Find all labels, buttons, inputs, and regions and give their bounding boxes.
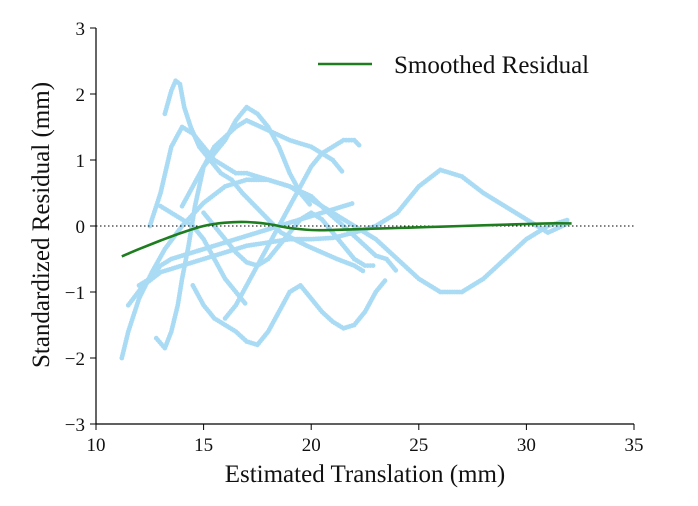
scatter-point (564, 217, 570, 223)
x-tick-label: 15 (194, 435, 213, 456)
y-tick-label: 3 (76, 19, 86, 40)
x-tick-label: 35 (625, 435, 644, 456)
y-tick-label: −2 (65, 349, 85, 370)
scatter-point (349, 201, 355, 206)
scatter-point (242, 300, 248, 306)
scatter-points-group (119, 78, 570, 361)
scatter-point (356, 142, 362, 148)
x-axis-title: Estimated Translation (mm) (225, 461, 506, 488)
scatter-point (360, 268, 366, 274)
y-axis-ticks: 3 2 1 0 −1 −2 −3 (65, 19, 96, 436)
scatter-point (370, 263, 376, 268)
y-tick-label: −3 (65, 415, 85, 436)
y-tick-label: 2 (76, 85, 86, 106)
legend-label-smoothed-residual: Smoothed Residual (394, 52, 589, 79)
scatter-point (307, 201, 313, 207)
smoothed-residual-line (121, 220, 572, 258)
y-tick-label: 0 (76, 217, 86, 238)
x-axis-ticks: 10 15 20 25 30 35 (87, 424, 644, 456)
y-tick-label: −1 (65, 283, 85, 304)
y-tick-label: 1 (76, 151, 86, 172)
scatter-point (393, 267, 399, 273)
scatter-point (382, 278, 388, 284)
legend: Smoothed Residual (318, 52, 589, 79)
x-tick-label: 30 (517, 435, 536, 456)
x-tick-label: 20 (302, 435, 321, 456)
scatter-point (339, 168, 345, 174)
x-tick-label: 10 (87, 435, 106, 456)
y-axis-title: Standardized Residual (mm) (28, 82, 55, 368)
x-tick-label: 25 (409, 435, 428, 456)
